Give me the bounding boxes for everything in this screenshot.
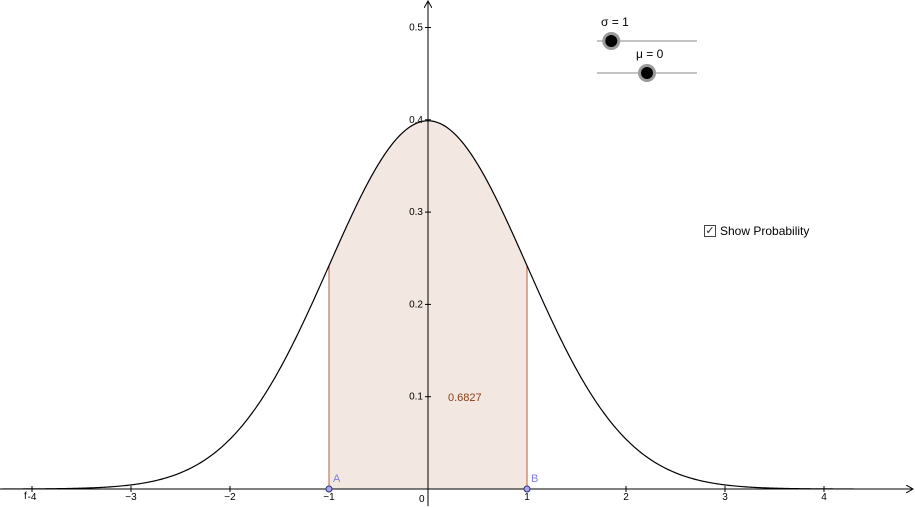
x-tick-label: −3 bbox=[125, 492, 137, 503]
y-tick-label: 0.4 bbox=[409, 115, 423, 126]
x-tick-label: 3 bbox=[722, 492, 728, 503]
y-tick-label: 0.2 bbox=[409, 299, 423, 310]
mu-slider-label: μ = 0 bbox=[636, 47, 664, 61]
mu-slider-handle[interactable] bbox=[641, 67, 653, 79]
sigma-slider[interactable]: σ = 1 bbox=[597, 15, 697, 50]
sigma-slider-label: σ = 1 bbox=[601, 15, 629, 29]
y-axis-ticks: 0.1 0.2 0.3 0.4 0.5 bbox=[409, 23, 431, 403]
x-tick-label: -4 bbox=[28, 492, 37, 503]
x-tick-label: 1 bbox=[524, 492, 530, 503]
x-tick-label: 4 bbox=[821, 492, 827, 503]
sigma-slider-handle[interactable] bbox=[605, 35, 618, 47]
point-b[interactable] bbox=[523, 485, 531, 493]
function-label: f bbox=[24, 491, 27, 502]
origin-label: 0 bbox=[419, 494, 425, 505]
point-label-b: B bbox=[531, 473, 538, 485]
checkbox-check-icon[interactable]: ✓ bbox=[704, 225, 716, 237]
y-tick-label: 0.1 bbox=[409, 392, 423, 403]
show-probability-checkbox[interactable]: ✓ Show Probability bbox=[704, 224, 809, 238]
mu-slider[interactable]: μ = 0 bbox=[597, 47, 697, 82]
x-tick-label: −2 bbox=[224, 492, 236, 503]
show-probability-label: Show Probability bbox=[720, 224, 810, 238]
point-a[interactable] bbox=[325, 485, 333, 493]
x-tick-label: −1 bbox=[323, 492, 335, 503]
probability-value: 0.6827 bbox=[448, 392, 482, 404]
normal-density-curve[interactable] bbox=[2, 120, 854, 490]
y-tick-label: 0.5 bbox=[409, 23, 423, 34]
point-label-a: A bbox=[333, 473, 341, 485]
x-tick-label: 2 bbox=[623, 492, 629, 503]
y-tick-label: 0.3 bbox=[409, 207, 423, 218]
